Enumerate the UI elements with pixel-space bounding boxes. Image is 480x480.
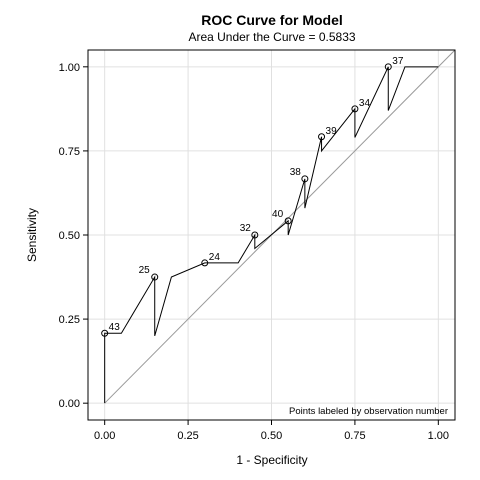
labeled-point-markers [101, 63, 392, 337]
point-marker-38 [301, 175, 309, 183]
x-tick-label: 1.00 [428, 430, 449, 442]
point-marker-24 [201, 259, 209, 267]
chart-subtitle: Area Under the Curve = 0.5833 [188, 30, 355, 44]
points-labeled-note: Points labeled by observation number [289, 406, 448, 417]
point-labels: 43 25 24 32 40 38 39 34 37 [109, 56, 404, 333]
x-tick-label: 0.75 [344, 430, 365, 442]
roc-curve-line [104, 66, 439, 404]
y-tick-label: 0.25 [59, 314, 80, 326]
point-label-24: 24 [209, 252, 221, 263]
y-axis-label: Sensitivity [25, 208, 39, 262]
y-tick-label: 0.75 [59, 146, 80, 158]
x-tick-label: 0.00 [94, 430, 115, 442]
point-label-25: 25 [139, 265, 151, 276]
point-label-32: 32 [240, 223, 252, 234]
x-tick-label: 0.50 [261, 430, 282, 442]
point-marker-25 [151, 273, 159, 281]
y-tick-label: 1.00 [59, 62, 80, 74]
point-label-38: 38 [290, 167, 302, 178]
point-label-34: 34 [359, 98, 371, 109]
x-axis-ticks: 0.00 0.25 0.50 0.75 1.00 [94, 420, 449, 442]
y-tick-label: 0.00 [59, 398, 80, 410]
point-label-37: 37 [392, 56, 404, 67]
point-marker-43 [101, 329, 109, 337]
point-marker-40 [284, 217, 292, 225]
point-marker-34 [351, 105, 359, 113]
point-marker-39 [318, 133, 326, 141]
point-label-43: 43 [109, 322, 121, 333]
x-tick-label: 0.25 [177, 430, 198, 442]
x-axis-label: 1 - Specificity [236, 453, 307, 467]
point-label-39: 39 [326, 126, 338, 137]
reference-diagonal [104, 49, 456, 404]
y-axis-ticks: 0.00 0.25 0.50 0.75 1.00 [59, 62, 88, 410]
y-tick-label: 0.50 [59, 230, 80, 242]
point-marker-37 [384, 63, 392, 71]
point-marker-32 [251, 231, 259, 239]
diagonal-line [104, 49, 456, 404]
chart-title: ROC Curve for Model [201, 12, 343, 28]
roc-curve-series [104, 66, 439, 404]
point-label-40: 40 [272, 209, 284, 220]
